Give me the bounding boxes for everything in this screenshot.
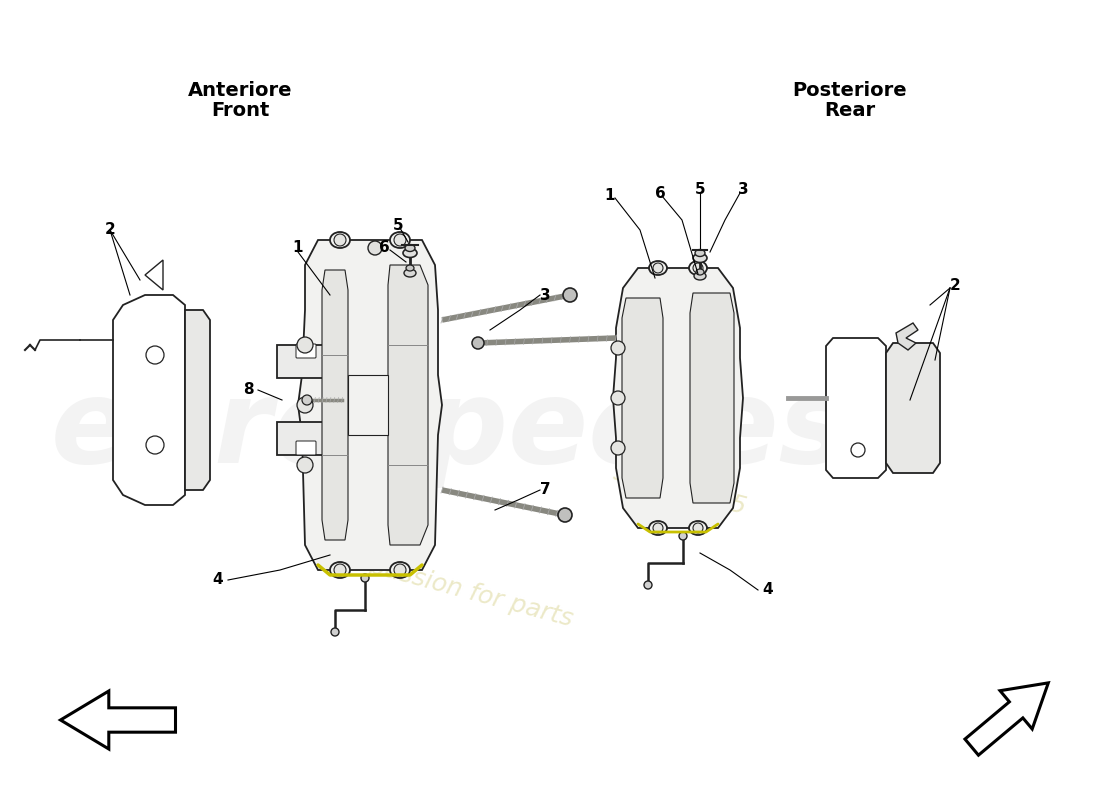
Circle shape	[146, 436, 164, 454]
Polygon shape	[886, 343, 940, 473]
FancyBboxPatch shape	[296, 441, 316, 455]
Text: Posteriore: Posteriore	[793, 81, 908, 99]
Text: 3: 3	[738, 182, 748, 198]
Text: 8: 8	[243, 382, 253, 398]
Circle shape	[297, 337, 313, 353]
Circle shape	[297, 397, 313, 413]
Polygon shape	[690, 293, 734, 503]
Ellipse shape	[330, 562, 350, 578]
Ellipse shape	[695, 250, 705, 257]
Polygon shape	[298, 240, 442, 570]
Circle shape	[146, 346, 164, 364]
Text: Anteriore: Anteriore	[188, 81, 293, 99]
Ellipse shape	[696, 269, 704, 275]
Polygon shape	[826, 338, 886, 478]
Text: 6: 6	[378, 241, 389, 255]
Polygon shape	[60, 691, 176, 749]
Polygon shape	[277, 422, 344, 465]
Circle shape	[558, 508, 572, 522]
Ellipse shape	[406, 265, 414, 271]
Ellipse shape	[689, 521, 707, 535]
Circle shape	[653, 263, 663, 273]
Circle shape	[297, 457, 313, 473]
Circle shape	[361, 574, 368, 582]
Text: Rear: Rear	[824, 101, 876, 119]
Text: 2: 2	[104, 222, 116, 238]
Polygon shape	[388, 265, 428, 545]
Ellipse shape	[404, 269, 416, 277]
Polygon shape	[322, 270, 348, 540]
FancyBboxPatch shape	[296, 344, 316, 358]
Circle shape	[302, 395, 312, 405]
Polygon shape	[896, 323, 918, 350]
Polygon shape	[965, 683, 1048, 755]
Ellipse shape	[649, 261, 667, 275]
Polygon shape	[185, 310, 210, 490]
Circle shape	[851, 443, 865, 457]
Text: Front: Front	[211, 101, 270, 119]
Circle shape	[610, 441, 625, 455]
Text: 4: 4	[762, 582, 773, 598]
Circle shape	[679, 532, 688, 540]
Text: eurospecies: eurospecies	[51, 373, 849, 487]
Ellipse shape	[694, 272, 706, 280]
Polygon shape	[145, 260, 163, 290]
Text: 5: 5	[393, 218, 404, 233]
Circle shape	[334, 234, 346, 246]
Ellipse shape	[405, 245, 415, 251]
Circle shape	[472, 337, 484, 349]
Circle shape	[693, 523, 703, 533]
Polygon shape	[113, 295, 185, 505]
Ellipse shape	[649, 521, 667, 535]
Polygon shape	[348, 375, 388, 435]
Ellipse shape	[330, 232, 350, 248]
Circle shape	[394, 234, 406, 246]
Text: 2: 2	[949, 278, 960, 293]
Circle shape	[331, 628, 339, 636]
Ellipse shape	[689, 261, 707, 275]
Polygon shape	[277, 335, 344, 378]
Text: 3: 3	[540, 287, 550, 302]
Text: 7: 7	[540, 482, 550, 498]
Circle shape	[368, 241, 382, 255]
Circle shape	[610, 391, 625, 405]
Ellipse shape	[403, 249, 417, 258]
Circle shape	[610, 341, 625, 355]
Circle shape	[693, 263, 703, 273]
Polygon shape	[613, 268, 742, 528]
Circle shape	[644, 581, 652, 589]
Text: a passion for parts: a passion for parts	[344, 548, 575, 632]
Ellipse shape	[693, 254, 707, 262]
Circle shape	[653, 523, 663, 533]
Text: 1: 1	[605, 187, 615, 202]
Text: since 1985: since 1985	[610, 461, 749, 519]
Polygon shape	[621, 298, 663, 498]
Ellipse shape	[390, 562, 410, 578]
Ellipse shape	[390, 232, 410, 248]
Text: 4: 4	[212, 573, 223, 587]
Circle shape	[563, 288, 578, 302]
Text: 6: 6	[654, 186, 666, 201]
Text: 5: 5	[695, 182, 705, 198]
Circle shape	[334, 564, 346, 576]
Circle shape	[394, 564, 406, 576]
Text: 1: 1	[293, 241, 304, 255]
